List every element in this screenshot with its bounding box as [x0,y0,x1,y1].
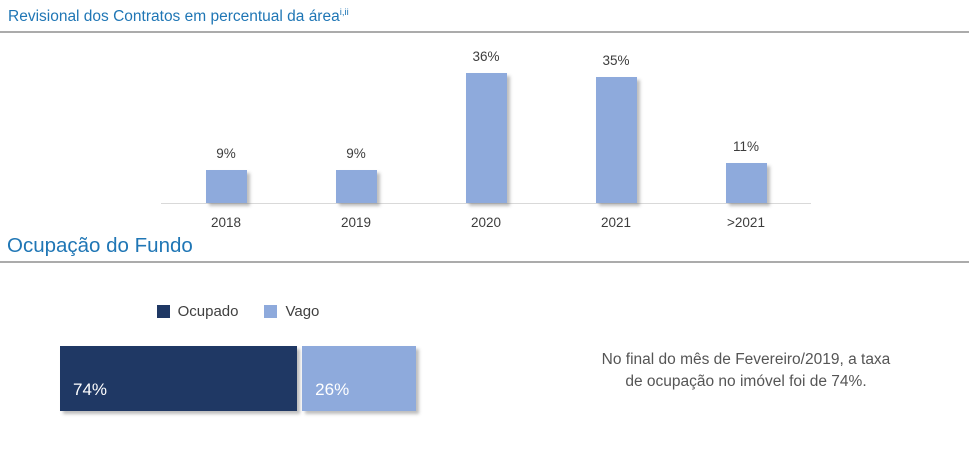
bar->2021 [725,163,767,203]
bar-2018 [205,170,247,203]
stacked-segment-vago: 26% [302,346,416,411]
occupancy-note: No final do mês de Fevereiro/2019, a tax… [546,349,946,393]
chart-column-2021: 35% [551,53,681,203]
revisional-xaxis: 2018 2019 2020 2021 >2021 [161,205,811,230]
legend-swatch-ocupado [156,305,170,318]
x-axis-label: 2021 [600,215,632,230]
bar-value-label: 35% [602,53,630,68]
bar-value-label: 36% [472,49,500,64]
revisional-bar-chart-plot: 9% 9% 36% 35% 11% [161,40,811,204]
bar-2020 [465,73,507,203]
bar-value-label: 9% [216,146,236,161]
bar-value-label: 11% [732,139,760,154]
legend-swatch-vago [264,305,278,318]
occupancy-note-line-2: de ocupação no imóvel foi de 74%. [625,373,867,390]
x-axis-label: 2020 [470,215,502,230]
bar-2019 [335,170,377,203]
section-divider-line [0,261,969,263]
chart-column-2020: 36% [421,49,551,203]
legend-label-ocupado: Ocupado [177,303,239,320]
section-title-revisional-text: Revisional dos Contratos em percentual d… [8,8,340,26]
legend-item-ocupado: Ocupado [156,303,239,320]
section-title-ocupacao: Ocupação do Fundo [7,234,193,257]
stacked-segment-ocupado: 74% [60,346,298,411]
stacked-segment-ocupado-label: 74% [73,380,108,399]
occupancy-legend: Ocupado Vago [60,303,416,320]
bar-2021 [595,77,637,203]
chart-column-2019: 9% [291,146,421,203]
x-axis-label: 2018 [210,215,242,230]
x-axis-label: 2019 [340,215,372,230]
bar-value-label: 9% [346,146,366,161]
chart-column-2018: 9% [161,146,291,203]
section-title-revisional: Revisional dos Contratos em percentual d… [8,7,349,26]
section-divider-line [0,31,969,33]
occupancy-stacked-bar: 74% 26% [60,346,416,411]
chart-column->2021: 11% [681,139,811,203]
footnote-marker: i,ii [339,7,349,18]
stacked-segment-vago-label: 26% [315,380,350,399]
legend-label-vago: Vago [285,303,320,320]
legend-item-vago: Vago [264,303,319,320]
occupancy-note-line-1: No final do mês de Fevereiro/2019, a tax… [601,351,891,368]
x-axis-label: >2021 [727,215,765,230]
